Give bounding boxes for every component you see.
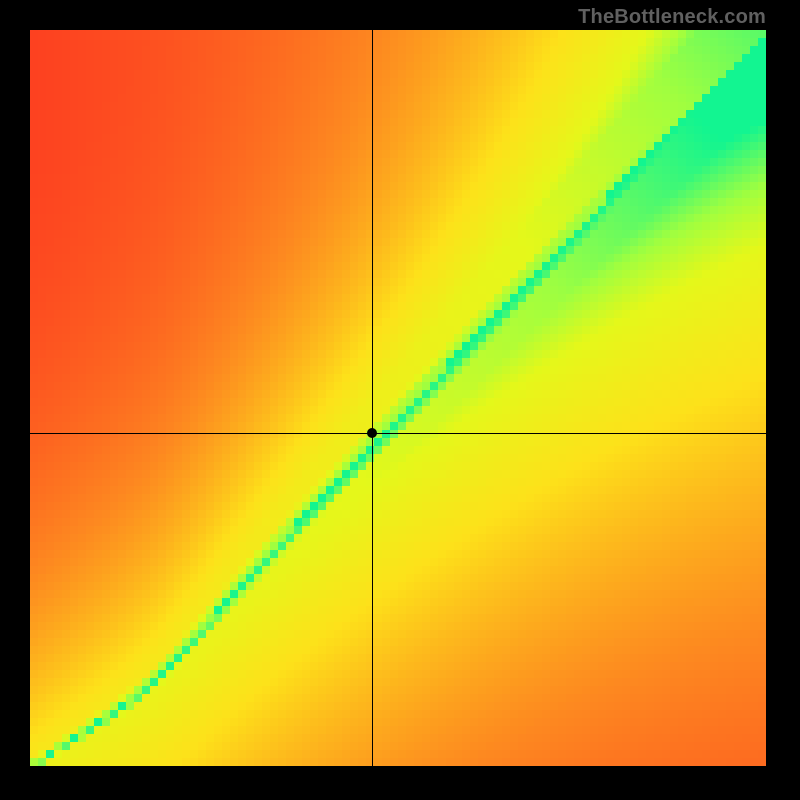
bottleneck-heatmap bbox=[30, 30, 770, 770]
crosshair-vertical bbox=[372, 30, 373, 770]
crosshair-horizontal bbox=[30, 433, 770, 434]
plot-frame bbox=[30, 30, 770, 770]
watermark-text: TheBottleneck.com bbox=[578, 6, 766, 29]
